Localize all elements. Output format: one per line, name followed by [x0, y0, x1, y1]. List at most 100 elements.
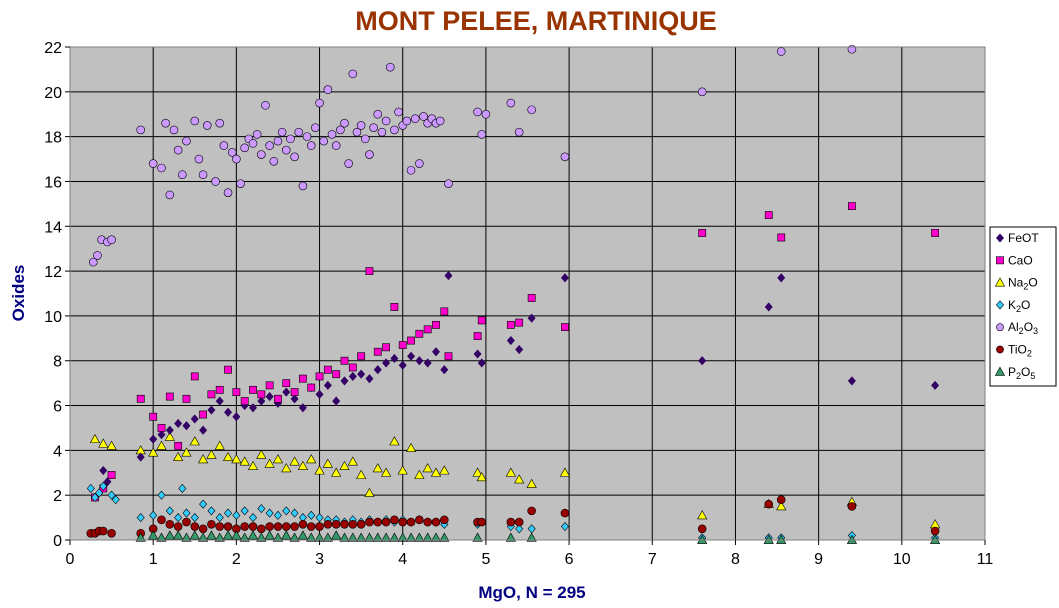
point-cao [931, 229, 939, 237]
point-al2o3 [373, 109, 383, 119]
point-feot [560, 273, 569, 283]
point-na2o [476, 472, 487, 482]
point-na2o [559, 467, 571, 477]
point-tio2 [306, 522, 316, 531]
point-feot [382, 358, 391, 368]
point-na2o [364, 487, 375, 497]
point-feot [298, 403, 307, 413]
point-k2o [307, 510, 316, 520]
point-k2o [199, 499, 208, 509]
point-al2o3 [182, 136, 191, 146]
point-cao [282, 379, 291, 388]
point-feot [527, 313, 536, 323]
point-cao [698, 229, 707, 237]
point-al2o3 [365, 150, 374, 159]
point-tio2 [431, 517, 441, 527]
point-p2o5 [372, 532, 383, 542]
point-na2o [339, 460, 350, 470]
point-feot [103, 477, 112, 487]
x-tick-label: 7 [648, 551, 657, 568]
point-al2o3 [136, 125, 146, 135]
legend-marker-feot [996, 233, 1004, 243]
point-cao [440, 307, 449, 316]
point-cao [257, 390, 266, 399]
point-cao [224, 365, 232, 374]
point-na2o [314, 465, 325, 475]
point-na2o [281, 463, 292, 473]
point-cao [357, 352, 366, 361]
point-tio2 [373, 517, 383, 527]
point-tio2 [98, 526, 108, 536]
point-tio2 [381, 517, 391, 527]
point-p2o5 [505, 532, 516, 542]
point-p2o5 [322, 532, 333, 542]
point-tio2 [398, 517, 408, 527]
point-al2o3 [385, 62, 395, 72]
point-feot [149, 434, 158, 444]
point-al2o3 [298, 181, 308, 191]
point-al2o3 [261, 100, 270, 110]
point-k2o [224, 508, 233, 518]
point-na2o [422, 463, 433, 473]
legend-marker-cao [996, 256, 1004, 265]
point-feot [265, 392, 274, 402]
legend-marker-al2o3 [996, 323, 1004, 332]
point-cao [506, 320, 515, 329]
point-k2o [515, 524, 524, 534]
point-al2o3 [311, 123, 320, 132]
point-al2o3 [88, 257, 98, 267]
point-al2o3 [315, 98, 324, 108]
point-na2o [189, 436, 200, 446]
point-k2o [265, 508, 274, 518]
point-p2o5 [239, 532, 250, 542]
legend-marker-p2o5 [994, 366, 1006, 376]
point-tio2 [190, 522, 200, 531]
y-tick-label: 0 [53, 533, 62, 550]
point-al2o3 [560, 152, 570, 162]
point-feot [290, 394, 299, 404]
point-tio2 [365, 517, 374, 527]
point-feot [407, 351, 416, 361]
point-cao [390, 303, 399, 311]
point-na2o [239, 456, 250, 466]
point-cao [407, 336, 415, 345]
point-p2o5 [297, 530, 309, 540]
point-na2o [356, 469, 367, 479]
point-cao [527, 294, 536, 302]
point-tio2 [423, 517, 432, 527]
x-tick-label: 10 [893, 551, 911, 568]
point-k2o [232, 510, 241, 520]
point-feot [357, 369, 366, 379]
point-k2o [315, 513, 324, 523]
point-k2o [99, 481, 108, 491]
point-na2o [256, 449, 267, 459]
point-tio2 [207, 520, 216, 529]
point-p2o5 [405, 532, 417, 542]
point-p2o5 [281, 530, 292, 540]
point-feot [323, 380, 332, 390]
point-al2o3 [227, 148, 237, 157]
point-cao [165, 392, 174, 401]
point-na2o [322, 458, 333, 468]
point-tio2 [281, 522, 291, 531]
point-feot [931, 380, 940, 390]
point-tio2 [290, 522, 299, 531]
point-al2o3 [240, 143, 249, 153]
point-al2o3 [294, 127, 304, 137]
point-p2o5 [380, 532, 392, 542]
point-cao [477, 316, 486, 325]
point-al2o3 [177, 170, 187, 180]
x-tick-label: 8 [731, 551, 740, 568]
legend-label-al2o3: Al2O3 [1008, 320, 1038, 336]
point-cao [432, 320, 440, 329]
point-tio2 [764, 499, 774, 509]
point-cao [240, 397, 249, 405]
point-p2o5 [135, 532, 146, 542]
point-p2o5 [164, 530, 175, 540]
point-al2o3 [340, 118, 349, 128]
point-al2o3 [190, 116, 200, 126]
point-al2o3 [377, 127, 387, 137]
point-p2o5 [247, 530, 259, 540]
point-al2o3 [327, 130, 337, 139]
